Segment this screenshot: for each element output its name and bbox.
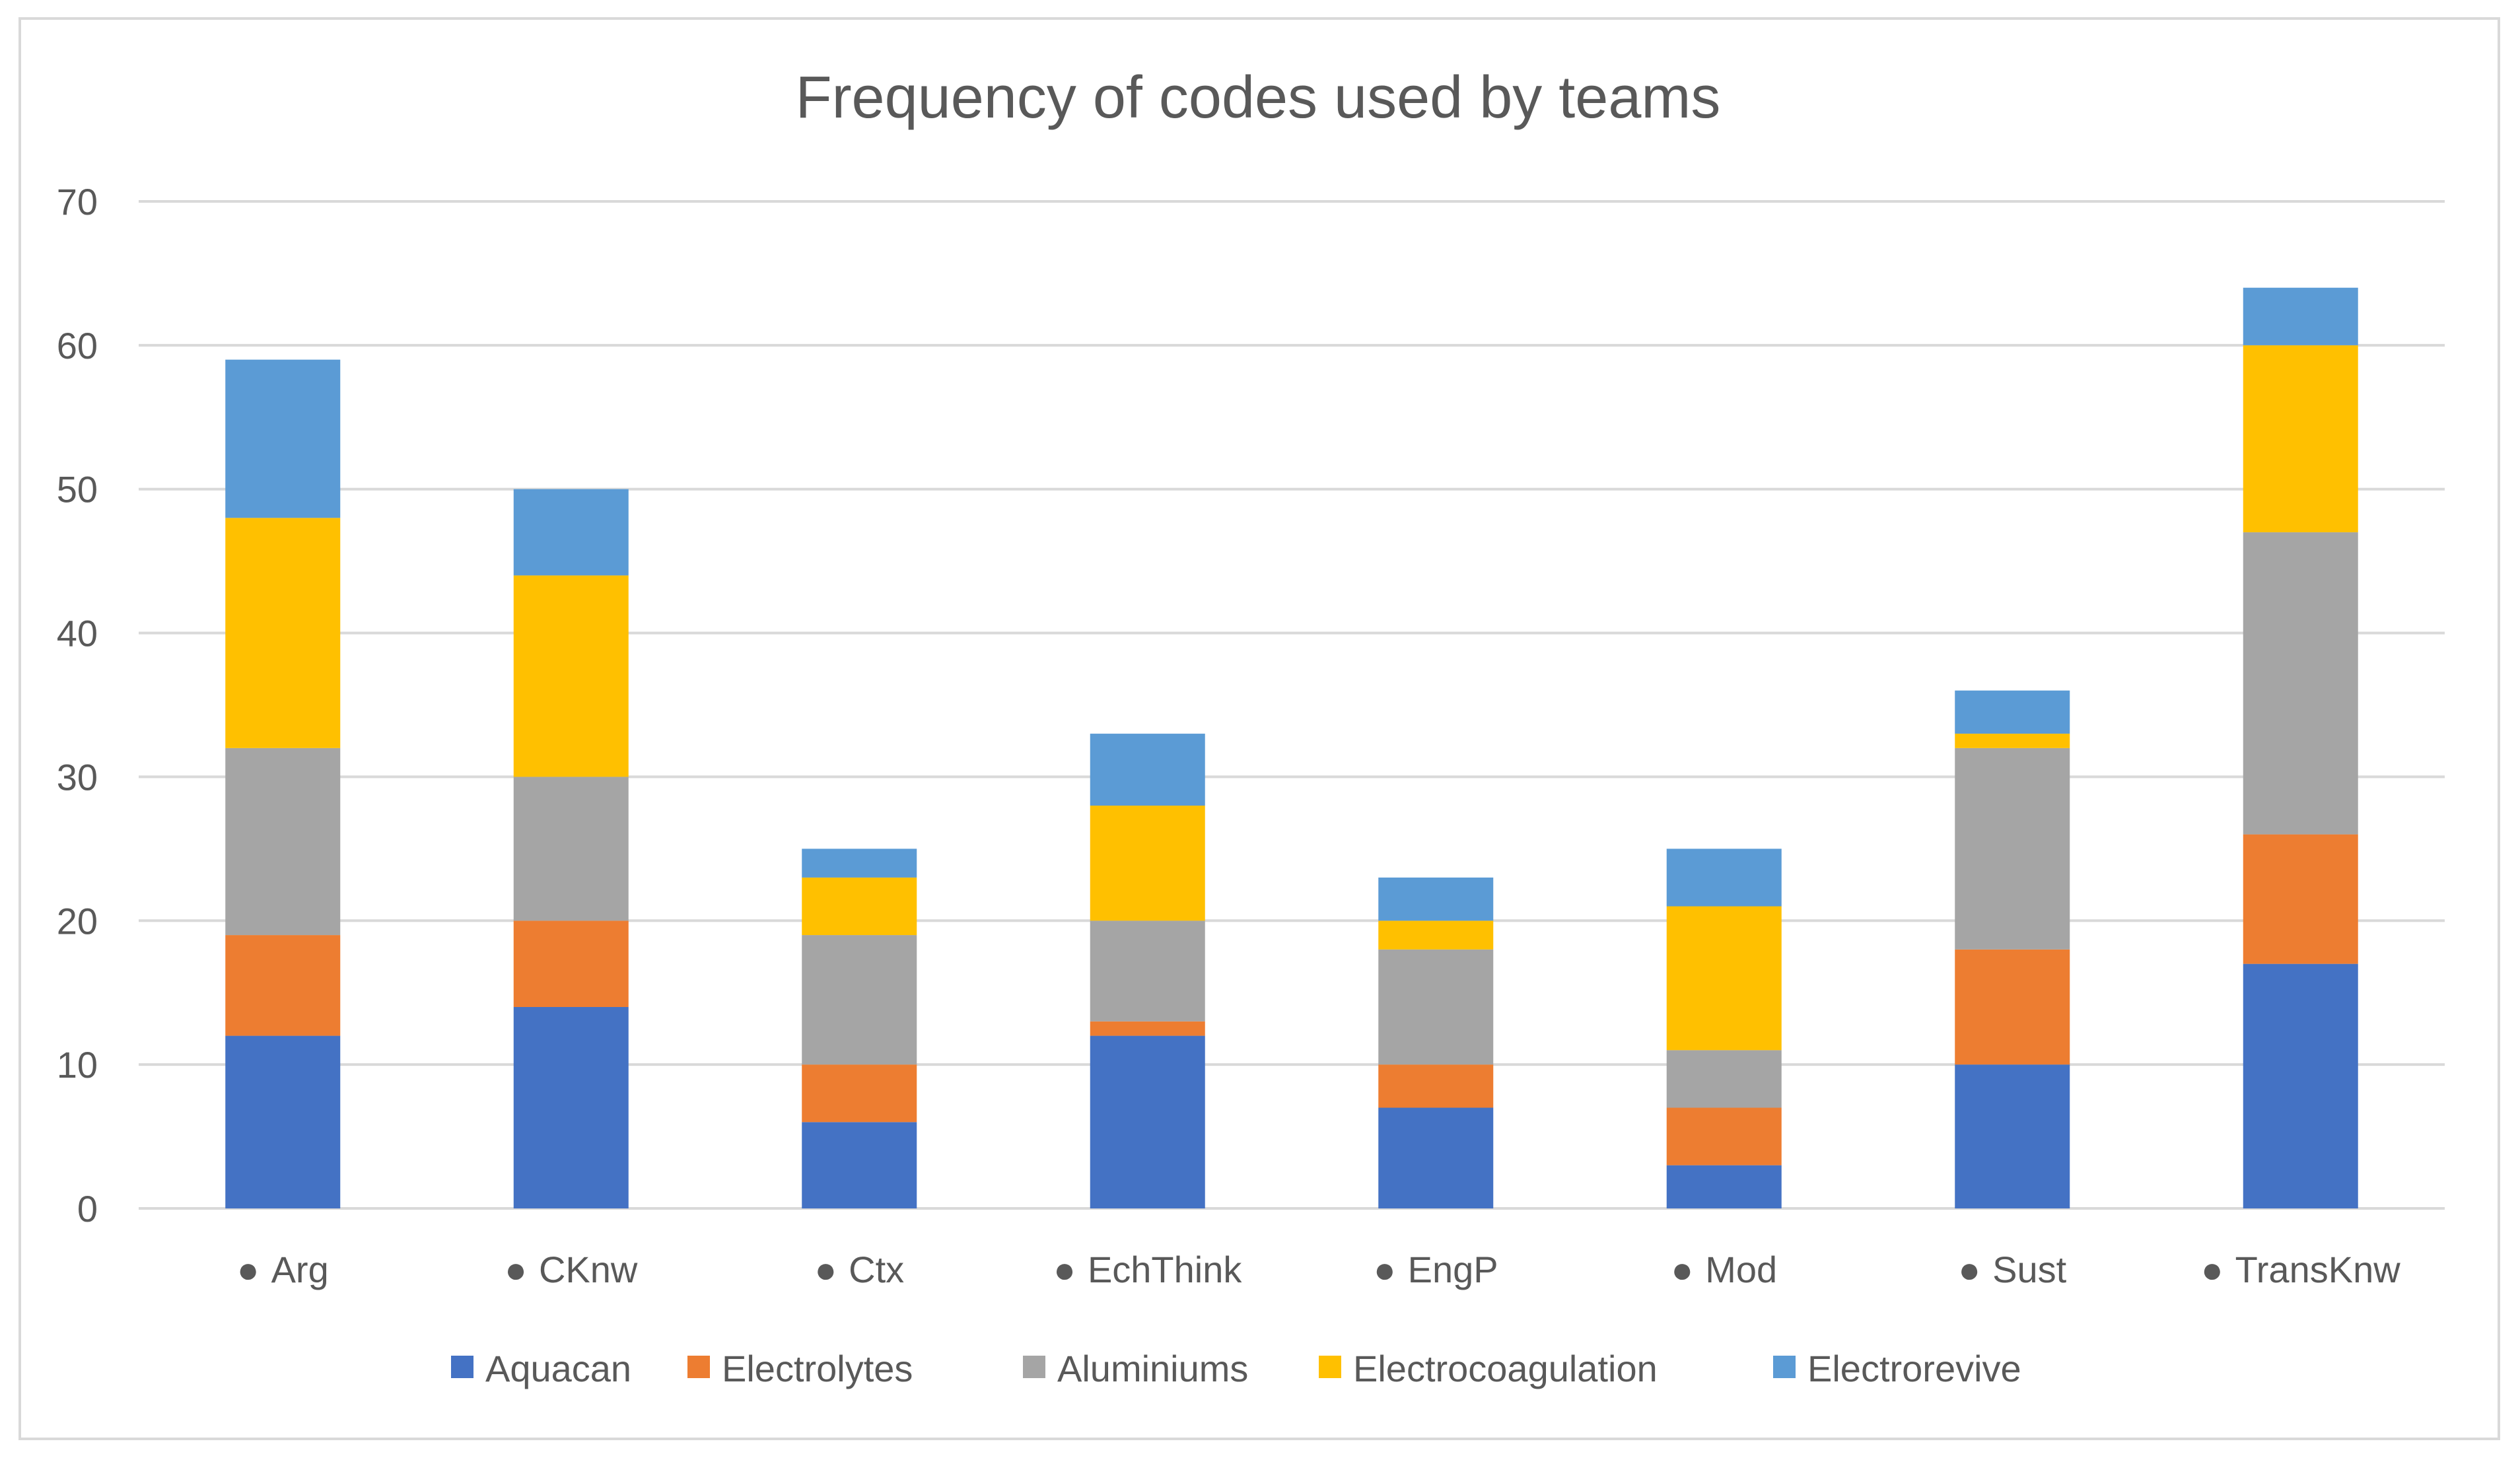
- category-bullet-marker: ●: [1374, 1249, 1396, 1290]
- y-tick-label: 60: [57, 325, 98, 366]
- bar-segment-Ctx-Aquacan: [802, 1122, 917, 1208]
- category-name: EngP: [1408, 1249, 1498, 1290]
- bars: [225, 287, 2358, 1208]
- legend-item-Electrocoagulation: Electrocoagulation: [1319, 1348, 1658, 1389]
- x-tick-label: ● Mod: [1671, 1249, 1777, 1290]
- category-name: TransKnw: [2235, 1249, 2401, 1290]
- bar-segment-Mod-Electrolytes: [1666, 1107, 1782, 1165]
- bar-segment-Sust-Aquacan: [1955, 1064, 2070, 1208]
- legend-label: Aluminiums: [1057, 1348, 1248, 1389]
- y-tick-label: 30: [57, 756, 98, 798]
- category-name: CKnw: [539, 1249, 638, 1290]
- bar-segment-TransKnw-Electrolytes: [2243, 834, 2358, 964]
- gridlines: [139, 200, 2445, 1210]
- x-tick-label: ● EchThink: [1053, 1249, 1242, 1290]
- category-name: Sust: [1992, 1249, 2066, 1290]
- legend-item-Aluminiums: Aluminiums: [1023, 1348, 1248, 1389]
- category-bullet-marker: ●: [505, 1249, 527, 1290]
- legend-swatch: [1319, 1356, 1341, 1378]
- category-bullet-marker: ●: [1053, 1249, 1076, 1290]
- legend-item-Aquacan: Aquacan: [451, 1348, 631, 1389]
- bar-segment-EchThink-Electrolytes: [1090, 1021, 1205, 1036]
- legend-swatch: [1773, 1356, 1796, 1378]
- bar-segment-Mod-Aluminiums: [1666, 1050, 1782, 1108]
- bar-segment-TransKnw-Electrorevive: [2243, 287, 2358, 345]
- y-tick-label: 20: [57, 900, 98, 942]
- category-bullet-marker: ●: [237, 1249, 260, 1290]
- bar-segment-EngP-Electrolytes: [1378, 1064, 1494, 1108]
- bar-segment-Arg-Electrorevive: [225, 359, 341, 518]
- bar-segment-Arg-Aluminiums: [225, 747, 341, 936]
- legend-item-Electrolytes: Electrolytes: [687, 1348, 913, 1389]
- bar-segment-TransKnw-Aluminiums: [2243, 532, 2358, 835]
- y-tick-label: 10: [57, 1044, 98, 1086]
- x-tick-label: ● Ctx: [814, 1249, 904, 1290]
- category-name: EchThink: [1088, 1249, 1242, 1290]
- legend-label: Electrorevive: [1807, 1348, 2021, 1389]
- x-tick-label: ● Sust: [1958, 1249, 2066, 1290]
- bar-segment-Sust-Aluminiums: [1955, 747, 2070, 950]
- legend-swatch: [1023, 1356, 1045, 1378]
- bar-segment-EchThink-Aquacan: [1090, 1035, 1205, 1208]
- x-tick-label: ● CKnw: [505, 1249, 638, 1290]
- x-tick-label: ● EngP: [1374, 1249, 1498, 1290]
- category-name: Ctx: [849, 1249, 904, 1290]
- bar-segment-CKnw-Electrorevive: [513, 489, 629, 576]
- bar-segment-CKnw-Electrolytes: [513, 921, 629, 1007]
- bar-segment-EngP-Aquacan: [1378, 1107, 1494, 1208]
- category-bullet-marker: ●: [1671, 1249, 1693, 1290]
- x-tick-label: ● Arg: [237, 1249, 329, 1290]
- legend-label: Aquacan: [485, 1348, 631, 1389]
- legend-swatch: [687, 1356, 710, 1378]
- bar-segment-Arg-Electrolytes: [225, 935, 341, 1036]
- bar-segment-Arg-Aquacan: [225, 1035, 341, 1208]
- y-tick-label: 40: [57, 613, 98, 654]
- bar-segment-EchThink-Electrorevive: [1090, 734, 1205, 806]
- chart-frame: [18, 17, 2500, 1440]
- bar-segment-Ctx-Electrorevive: [802, 849, 917, 878]
- bar-segment-EchThink-Electrocoagulation: [1090, 806, 1205, 921]
- x-axis-labels: ● Arg ● CKnw ● Ctx ● EchThink ● EngP ● Mod ● Sust ● Tra…: [237, 1249, 2400, 1290]
- bar-segment-Mod-Electrorevive: [1666, 849, 1782, 907]
- bar-segment-EngP-Aluminiums: [1378, 949, 1494, 1065]
- category-name: Mod: [1705, 1249, 1777, 1290]
- bar-segment-Sust-Electrocoagulation: [1955, 734, 2070, 748]
- category-name: Arg: [271, 1249, 329, 1290]
- legend: Aquacan Electrolytes Aluminiums Electrocoag…: [451, 1348, 2021, 1389]
- y-axis-ticks: 0 10 20 30 40 50 60 70: [57, 181, 98, 1230]
- bar-segment-EngP-Electrocoagulation: [1378, 921, 1494, 950]
- legend-swatch: [451, 1356, 473, 1378]
- category-bullet-marker: ●: [1958, 1249, 1980, 1290]
- bar-segment-Sust-Electrorevive: [1955, 690, 2070, 734]
- bar-segment-Ctx-Electrolytes: [802, 1064, 917, 1123]
- bar-segment-CKnw-Electrocoagulation: [513, 575, 629, 777]
- legend-label: Electrolytes: [722, 1348, 913, 1389]
- y-tick-label: 50: [57, 469, 98, 510]
- y-tick-label: 70: [57, 181, 98, 223]
- bar-segment-Arg-Electrocoagulation: [225, 518, 341, 748]
- legend-item-Electrorevive: Electrorevive: [1773, 1348, 2021, 1389]
- bar-segment-EchThink-Aluminiums: [1090, 921, 1205, 1022]
- category-bullet-marker: ●: [2201, 1249, 2223, 1290]
- bar-segment-Mod-Aquacan: [1666, 1165, 1782, 1208]
- x-tick-label: ● TransKnw: [2201, 1249, 2400, 1290]
- y-tick-label: 0: [77, 1188, 98, 1230]
- bar-segment-Ctx-Electrocoagulation: [802, 877, 917, 936]
- chart-title: Frequency of codes used by teams: [796, 65, 1721, 131]
- bar-segment-EngP-Electrorevive: [1378, 877, 1494, 921]
- bar-segment-CKnw-Aquacan: [513, 1007, 629, 1208]
- bar-segment-Sust-Electrolytes: [1955, 949, 2070, 1065]
- category-bullet-marker: ●: [814, 1249, 837, 1290]
- legend-label: Electrocoagulation: [1353, 1348, 1658, 1389]
- bar-segment-TransKnw-Aquacan: [2243, 963, 2358, 1208]
- bar-segment-Ctx-Aluminiums: [802, 935, 917, 1065]
- bar-segment-CKnw-Aluminiums: [513, 777, 629, 921]
- bar-segment-Mod-Electrocoagulation: [1666, 906, 1782, 1051]
- bar-segment-TransKnw-Electrocoagulation: [2243, 345, 2358, 533]
